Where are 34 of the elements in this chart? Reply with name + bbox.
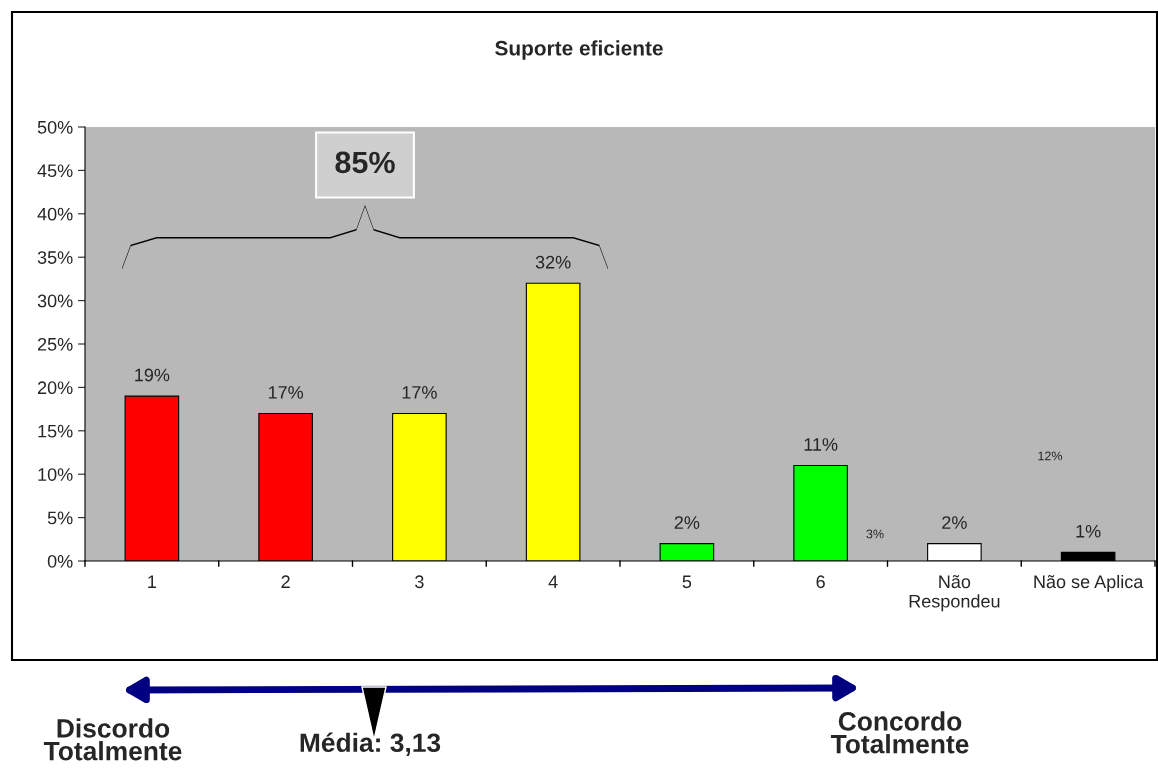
- y-tick-label: 15%: [38, 424, 73, 438]
- y-tick-label: 25%: [37, 337, 73, 351]
- x-tick-label: 5: [682, 575, 692, 589]
- x-tick-label: 4: [548, 575, 558, 588]
- data-label: 2%: [942, 516, 967, 529]
- data-label: 11%: [804, 438, 838, 451]
- y-tick-label: 10%: [38, 468, 73, 481]
- text: Concordo Totalmente: [830, 711, 969, 754]
- x-tick-label: 3: [415, 575, 424, 589]
- data-label: 17%: [402, 386, 437, 399]
- y-tick-label: 30%: [37, 294, 73, 308]
- y-tick-label: 5%: [47, 511, 73, 525]
- y-tick-label: 45%: [37, 164, 73, 178]
- annotation: 85%: [335, 151, 395, 174]
- y-tick-label: 40%: [37, 207, 73, 221]
- chart-title: Suporte eficiente: [495, 40, 663, 60]
- y-tick-label: 0%: [47, 554, 73, 568]
- x-tick-label: 2: [281, 575, 290, 588]
- y-tick-label: 20%: [37, 381, 73, 395]
- data-label: 1%: [1076, 524, 1101, 538]
- data-label: 17%: [268, 386, 304, 399]
- x-tick-label: Não Respondeu: [909, 575, 1000, 612]
- y-tick-label: 35%: [37, 251, 73, 264]
- text: Discordo Totalmente: [43, 718, 182, 761]
- y-tick-label: 50%: [37, 120, 73, 134]
- annotation: 12%: [1038, 451, 1063, 461]
- x-tick-label: Não se Aplica: [1034, 574, 1144, 592]
- x-tick-label: 6: [816, 575, 825, 589]
- data-label: 19%: [135, 368, 170, 382]
- text: Média: 3,13: [300, 732, 441, 756]
- data-label: 32%: [535, 255, 571, 269]
- x-tick-label: 1: [148, 575, 157, 588]
- annotation: 3%: [866, 529, 884, 539]
- data-label: 2%: [674, 516, 700, 529]
